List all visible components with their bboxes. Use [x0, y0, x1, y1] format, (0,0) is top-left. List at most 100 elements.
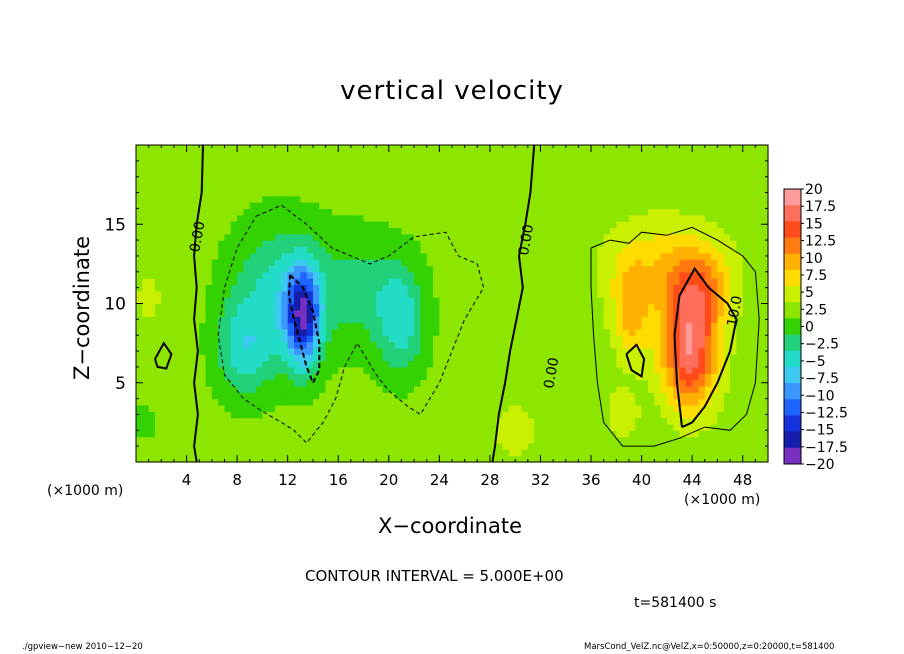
heatmap-cell [666, 278, 674, 286]
heatmap-cell [281, 214, 289, 222]
heatmap-cell [584, 373, 592, 381]
heatmap-cell [237, 449, 245, 457]
heatmap-cell [275, 360, 282, 368]
heatmap-cell [167, 176, 175, 184]
heatmap-cell [515, 214, 523, 222]
heatmap-cell [679, 252, 687, 260]
heatmap-cell [439, 436, 447, 444]
heatmap-cell [685, 411, 693, 419]
heatmap-cell [319, 347, 327, 355]
heatmap-cell [395, 265, 403, 273]
heatmap-cell [685, 151, 693, 159]
heatmap-cell [723, 208, 731, 216]
heatmap-cell [698, 341, 706, 349]
heatmap-cell [414, 436, 421, 444]
heatmap-cell [167, 398, 175, 406]
heatmap-cell [559, 170, 567, 178]
heatmap-cell [755, 366, 763, 374]
heatmap-cell [698, 246, 706, 254]
heatmap-cell [224, 335, 232, 343]
heatmap-cell [679, 246, 687, 254]
heatmap-cell [458, 290, 466, 298]
heatmap-cell [350, 151, 358, 159]
heatmap-cell [666, 430, 674, 438]
heatmap-cell [262, 436, 270, 444]
heatmap-cell [477, 284, 485, 292]
heatmap-cell [559, 233, 567, 241]
heatmap-cell [211, 265, 219, 273]
heatmap-cell [679, 404, 687, 412]
heatmap-cell [401, 360, 409, 368]
heatmap-cell [502, 423, 510, 431]
heatmap-cell [173, 170, 181, 178]
heatmap-cell [268, 214, 276, 222]
heatmap-cell [262, 246, 270, 254]
heatmap-cell [483, 455, 491, 463]
heatmap-cell [331, 398, 339, 406]
heatmap-cell [749, 164, 756, 171]
heatmap-cell [350, 392, 358, 400]
heatmap-cell [414, 278, 421, 286]
heatmap-cell [628, 347, 636, 355]
heatmap-cell [679, 202, 687, 209]
heatmap-cell [477, 309, 485, 317]
heatmap-cell [572, 449, 579, 457]
heatmap-cell [136, 303, 143, 311]
heatmap-cell [237, 436, 245, 444]
heatmap-cell [344, 322, 352, 330]
heatmap-cell [660, 309, 668, 317]
heatmap-cell [218, 164, 226, 171]
heatmap-cell [439, 442, 447, 450]
heatmap-cell [597, 379, 605, 387]
heatmap-cell [395, 335, 403, 343]
heatmap-cell [654, 398, 662, 406]
heatmap-cell [414, 335, 421, 343]
heatmap-cell [186, 297, 194, 305]
heatmap-cell [521, 164, 529, 171]
heatmap-cell [534, 176, 542, 184]
heatmap-cell [458, 360, 466, 368]
heatmap-cell [350, 423, 358, 431]
heatmap-cell [654, 151, 662, 159]
heatmap-cell [281, 404, 289, 412]
heatmap-cell [622, 278, 630, 286]
heatmap-cell [477, 240, 485, 248]
heatmap-cell [458, 145, 466, 152]
heatmap-cell [470, 316, 478, 324]
heatmap-cell [180, 195, 188, 203]
heatmap-cell [205, 360, 213, 368]
heatmap-cell [319, 442, 327, 450]
heatmap-cell [565, 208, 573, 216]
heatmap-cell [616, 430, 624, 438]
heatmap-cell [445, 411, 453, 419]
heatmap-cell [325, 335, 333, 343]
heatmap-cell [395, 309, 403, 317]
heatmap-cell [736, 233, 744, 241]
heatmap-cell [338, 322, 346, 330]
heatmap-cell [521, 385, 529, 393]
heatmap-cell [287, 449, 295, 457]
heatmap-cell [553, 411, 561, 419]
heatmap-cell [186, 259, 194, 267]
heatmap-cell [395, 290, 403, 298]
heatmap-cell [527, 316, 535, 324]
heatmap-cell [407, 354, 415, 362]
heatmap-cell [237, 240, 245, 248]
heatmap-cell [534, 316, 542, 324]
heatmap-cell [199, 423, 207, 431]
heatmap-cell [464, 227, 472, 235]
heatmap-cell [376, 430, 384, 438]
heatmap-cell [654, 252, 662, 260]
heatmap-cell [654, 417, 662, 425]
heatmap-cell [249, 430, 257, 438]
heatmap-cell [325, 373, 333, 381]
heatmap-cell [148, 328, 156, 336]
heatmap-cell [546, 455, 554, 463]
heatmap-cell [464, 157, 472, 165]
heatmap-cell [711, 328, 719, 336]
heatmap-cell [755, 354, 763, 362]
heatmap-cell [199, 360, 207, 368]
heatmap-cell [464, 221, 472, 229]
heatmap-cell [281, 398, 289, 406]
heatmap-cell [395, 214, 403, 222]
